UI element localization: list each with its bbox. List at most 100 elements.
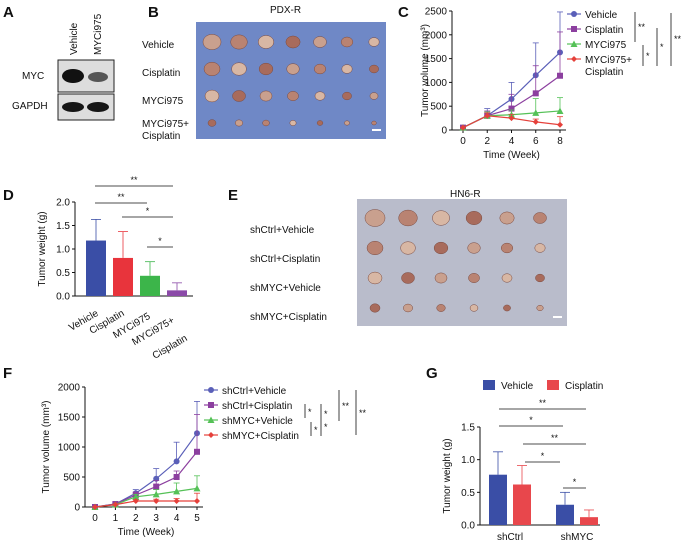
panel-e-title: HN6-R (450, 189, 481, 200)
x-tick-label: 4 (174, 513, 180, 524)
bar (513, 484, 531, 525)
y-tick-label: 1500 (58, 413, 81, 424)
significance-label: * (146, 206, 150, 216)
significance-label: ** (359, 408, 367, 418)
bar (167, 290, 187, 296)
marker-diamond (571, 56, 577, 62)
legend-label: shCtrl+Cisplatin (222, 401, 292, 412)
bar (113, 257, 133, 296)
legend-label: Cisplatin (585, 67, 623, 78)
tumor (401, 272, 415, 284)
significance-label: ** (130, 175, 138, 185)
y-tick-label: 0 (74, 503, 80, 514)
y-tick-label: 0.0 (461, 521, 475, 532)
marker-circle (173, 458, 180, 465)
marker-square (194, 448, 200, 455)
y-tick-label: 1000 (58, 443, 81, 454)
x-tick-label: Cisplatin (151, 333, 190, 362)
panel-a-letter: A (3, 4, 14, 21)
photo-background (357, 199, 567, 326)
series-shctrl-vehicle (92, 400, 200, 510)
significance-label: ** (342, 401, 350, 411)
x-tick-label: 5 (194, 513, 200, 524)
tumor (367, 271, 383, 285)
x-tick-label: shMYC (561, 532, 594, 543)
y-axis-title: Tumor weight (g) (442, 438, 453, 513)
y-tick-label: 2.0 (56, 198, 70, 209)
tumor (364, 209, 386, 227)
tumor (400, 241, 416, 255)
tumor (259, 90, 273, 102)
legend-swatch (547, 380, 559, 390)
significance-label: * (660, 42, 664, 52)
y-tick-label: 0 (441, 126, 447, 137)
row-label-cisplatin: Cisplatin (142, 68, 180, 79)
y-axis-title: Tumor volume (mm³) (41, 401, 52, 494)
tumor (434, 272, 448, 284)
marker-diamond (508, 115, 515, 122)
marker-square (508, 105, 515, 112)
bar (140, 275, 160, 296)
significance-label: * (158, 236, 162, 246)
marker-circle (208, 387, 214, 393)
tumor (501, 273, 513, 283)
y-tick-label: 0.5 (56, 268, 70, 279)
panel-f-letter: F (3, 365, 12, 382)
row-label-shmyc-vehicle: shMYC+Vehicle (250, 283, 321, 294)
significance-label: * (308, 407, 312, 417)
significance-label: * (314, 425, 318, 435)
marker-diamond (208, 432, 214, 438)
row-label-shctrl-cisplatin: shCtrl+Cisplatin (250, 254, 320, 265)
significance-label: ** (638, 22, 646, 32)
marker-triangle (556, 107, 564, 114)
marker-diamond (132, 498, 139, 504)
y-tick-label: 1.0 (461, 455, 475, 466)
tumor-photo-pdx-r (196, 22, 386, 139)
x-tick-label: shCtrl (497, 532, 523, 543)
tumor (368, 37, 380, 47)
panel-c-letter: C (398, 4, 409, 21)
legend-label: MYCi975 (585, 40, 627, 51)
x-axis-title: Time (Week) (118, 527, 175, 538)
tumor (468, 273, 480, 283)
x-tick-label: 2 (484, 136, 490, 147)
x-tick-label: 0 (460, 136, 466, 147)
tumor (534, 243, 546, 253)
tumor (289, 120, 297, 126)
chart-f-hn6-tumor-volume: 0 500 1000 1500 2000 Tumor volume (mm³) 0 1 2 3 4 5… (41, 383, 367, 539)
series-shmyc-cisplatin (92, 492, 200, 510)
legend-label: Cisplatin (565, 381, 603, 392)
y-tick-label: 1.0 (56, 245, 70, 256)
legend-label: shCtrl+Vehicle (222, 386, 287, 397)
tumor (232, 90, 246, 102)
row-label-combo-2: Cisplatin (142, 131, 180, 142)
tumor (536, 304, 544, 312)
tumor (369, 92, 379, 100)
tumor (436, 304, 446, 312)
y-tick-label: 1.5 (56, 221, 70, 232)
panel-b-letter: B (148, 4, 159, 21)
panel-e-letter: E (228, 187, 238, 204)
series-myci975-cisplatin (460, 112, 563, 131)
legend-label: shMYC+Cisplatin (222, 431, 299, 442)
marker-diamond (173, 498, 180, 504)
tumor (285, 35, 301, 49)
legend-label: Vehicle (585, 10, 618, 21)
tumor (202, 34, 222, 50)
panel-g-letter: G (426, 365, 438, 382)
western-blot-myc (57, 59, 115, 93)
tumor (533, 212, 547, 224)
tumor (314, 91, 326, 101)
tumor (432, 210, 450, 226)
x-tick-label: 6 (533, 136, 539, 147)
marker-diamond (92, 504, 98, 510)
x-tick-label: 3 (153, 513, 159, 524)
tumor (287, 91, 299, 101)
marker-diamond (557, 121, 563, 128)
blot-column-myci975: MYCi975 (93, 13, 104, 55)
marker-triangle (193, 484, 201, 492)
blot-column-vehicle: Vehicle (69, 22, 80, 55)
tumor (469, 304, 479, 312)
legend-label: MYCi975+ (585, 55, 632, 66)
row-label-shmyc-cisplatin: shMYC+Cisplatin (250, 312, 327, 323)
